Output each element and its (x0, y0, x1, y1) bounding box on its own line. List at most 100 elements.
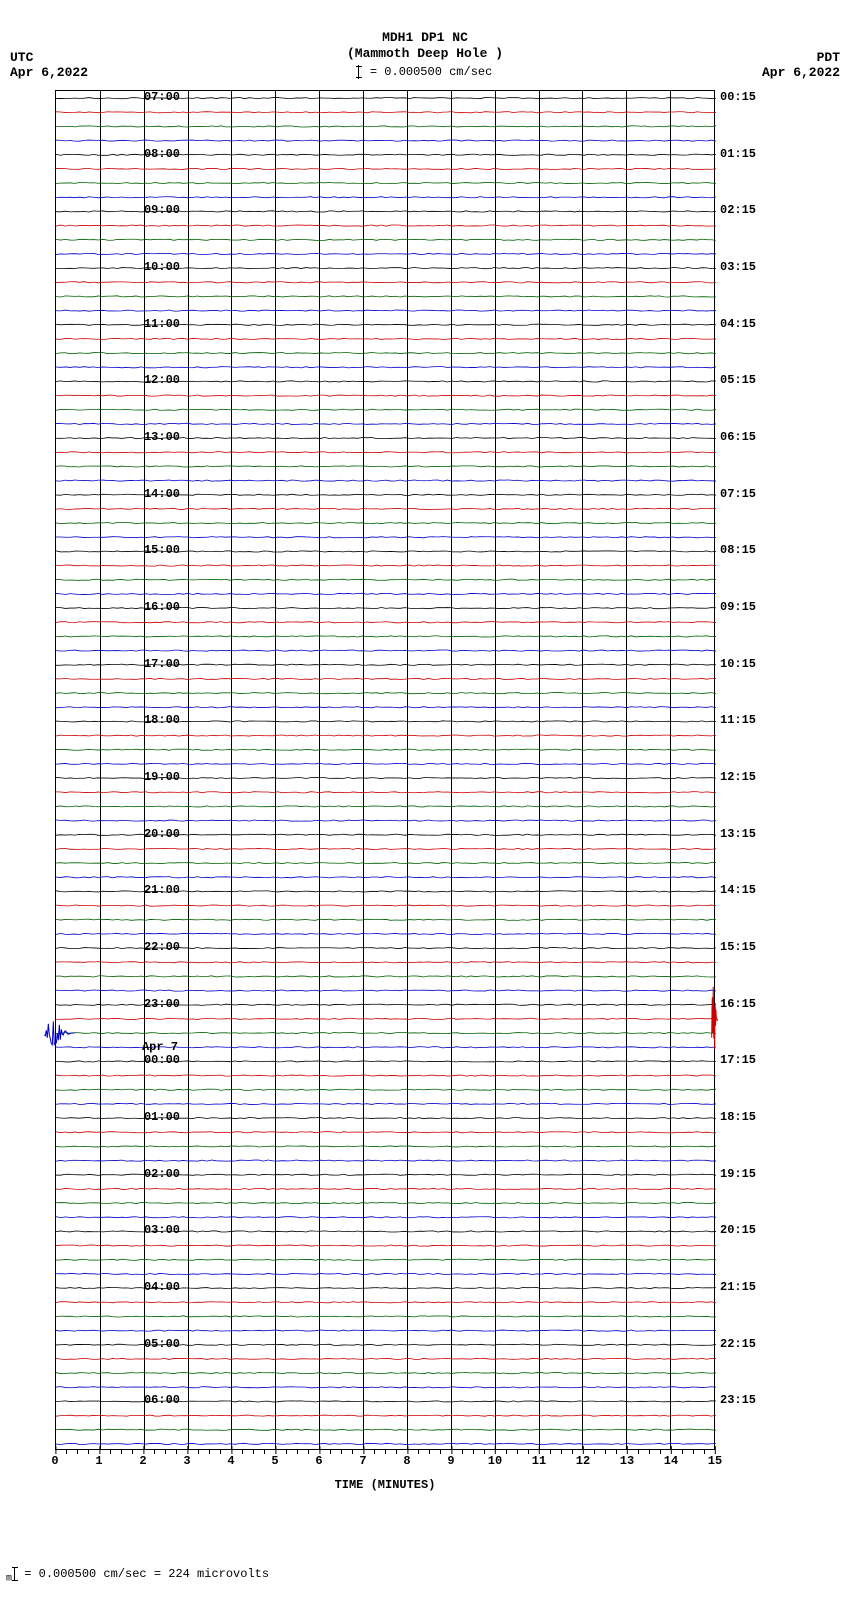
x-tick: 15 (708, 1454, 722, 1468)
date-marker: Apr 7 (118, 1040, 178, 1054)
x-tick: 11 (532, 1454, 546, 1468)
trace-row (56, 593, 716, 594)
trace-row (56, 140, 716, 141)
trace-row (56, 452, 716, 453)
utc-time-label: 03:00 (130, 1223, 180, 1237)
trace-row (56, 1188, 716, 1189)
tz-right-date: Apr 6,2022 (762, 65, 840, 80)
x-axis-label: TIME (MINUTES) (55, 1478, 715, 1492)
utc-time-label: 00:00 (130, 1053, 180, 1067)
trace-row (56, 1202, 716, 1203)
tz-right-name: PDT (762, 50, 840, 65)
local-time-label: 03:15 (720, 260, 756, 274)
trace-row (56, 480, 716, 481)
local-time-label: 09:15 (720, 600, 756, 614)
utc-time-label: 20:00 (130, 827, 180, 841)
local-time-label: 16:15 (720, 997, 756, 1011)
trace-row (56, 296, 716, 297)
trace-row (56, 919, 716, 920)
local-time-label: 22:15 (720, 1337, 756, 1351)
utc-time-label: 16:00 (130, 600, 180, 614)
trace-row (56, 1302, 716, 1303)
tz-left-name: UTC (10, 50, 88, 65)
x-tick: 3 (183, 1454, 190, 1468)
trace-row (56, 112, 716, 113)
trace-row (56, 1429, 716, 1430)
trace-row (56, 225, 716, 226)
station-title: MDH1 DP1 NC (0, 30, 850, 46)
x-tick: 12 (576, 1454, 590, 1468)
trace-row (56, 1316, 716, 1317)
trace-row (56, 848, 716, 849)
trace-row (56, 310, 716, 311)
trace-row (56, 820, 716, 821)
trace-row (56, 749, 716, 750)
tz-right: PDT Apr 6,2022 (762, 50, 840, 80)
trace-row (56, 792, 716, 793)
trace-row (56, 1245, 716, 1246)
utc-time-label: 10:00 (130, 260, 180, 274)
local-time-label: 18:15 (720, 1110, 756, 1124)
trace-row (56, 976, 716, 977)
local-time-label: 08:15 (720, 543, 756, 557)
trace-row (56, 565, 716, 566)
utc-time-label: 14:00 (130, 487, 180, 501)
footer-text: = 0.000500 cm/sec = 224 microvolts (17, 1568, 269, 1582)
utc-time-label: 17:00 (130, 657, 180, 671)
utc-time-label: 06:00 (130, 1393, 180, 1407)
trace-row (56, 367, 716, 368)
utc-time-label: 21:00 (130, 883, 180, 897)
trace-row (56, 466, 716, 467)
x-tick: 4 (227, 1454, 234, 1468)
local-time-label: 15:15 (720, 940, 756, 954)
local-time-label: 10:15 (720, 657, 756, 671)
trace-row (56, 862, 716, 863)
scale-indicator: = 0.000500 cm/sec (0, 65, 850, 79)
utc-time-label: 18:00 (130, 713, 180, 727)
trace-row (56, 168, 716, 169)
x-tick: 10 (488, 1454, 502, 1468)
utc-time-label: 13:00 (130, 430, 180, 444)
local-time-label: 02:15 (720, 203, 756, 217)
trace-row (56, 1103, 716, 1104)
trace-row (56, 1273, 716, 1274)
trace-row (56, 395, 716, 396)
local-time-label: 12:15 (720, 770, 756, 784)
trace-row (56, 990, 716, 991)
trace-row (56, 1358, 716, 1359)
utc-time-label: 01:00 (130, 1110, 180, 1124)
utc-time-label: 12:00 (130, 373, 180, 387)
local-time-label: 11:15 (720, 713, 756, 727)
trace-row (56, 877, 716, 878)
trace-row (56, 239, 716, 240)
utc-time-label: 23:00 (130, 997, 180, 1011)
trace-row (56, 1443, 716, 1444)
utc-time-label: 11:00 (130, 317, 180, 331)
x-tick: 13 (620, 1454, 634, 1468)
utc-time-label: 04:00 (130, 1280, 180, 1294)
trace-row (56, 707, 716, 708)
trace-row (56, 537, 716, 538)
trace-row (56, 806, 716, 807)
trace-row (56, 423, 716, 424)
trace-row (56, 1259, 716, 1260)
x-tick: 5 (271, 1454, 278, 1468)
local-time-label: 20:15 (720, 1223, 756, 1237)
trace-row (56, 692, 716, 693)
trace-row (56, 182, 716, 183)
local-time-label: 23:15 (720, 1393, 756, 1407)
trace-row (56, 1387, 716, 1388)
trace-row (56, 1146, 716, 1147)
trace-row (56, 1415, 716, 1416)
local-time-label: 14:15 (720, 883, 756, 897)
local-time-label: 17:15 (720, 1053, 756, 1067)
trace-row (56, 1032, 716, 1033)
utc-time-label: 08:00 (130, 147, 180, 161)
x-tick: 2 (139, 1454, 146, 1468)
x-tick: 6 (315, 1454, 322, 1468)
trace-row (56, 338, 716, 339)
trace-row (56, 409, 716, 410)
trace-row (56, 905, 716, 906)
utc-time-label: 15:00 (130, 543, 180, 557)
utc-time-label: 05:00 (130, 1337, 180, 1351)
